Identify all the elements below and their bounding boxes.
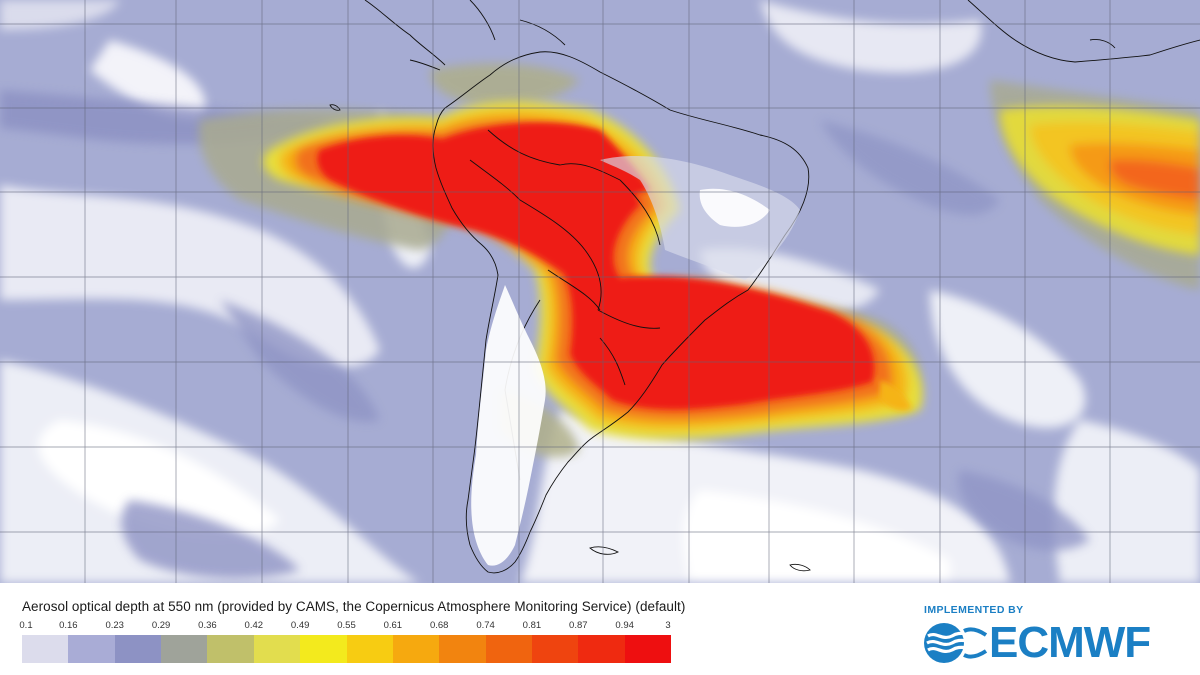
legend-swatch — [68, 635, 115, 663]
legend-swatch — [624, 635, 672, 663]
legend-tick: 0.61 — [383, 620, 403, 631]
smoke-plume — [263, 101, 1200, 440]
legend-tick: 0.23 — [105, 620, 124, 631]
background-aerosol-field — [0, 0, 1200, 583]
legend-tick: 0.1 — [19, 620, 33, 631]
legend-swatch — [578, 635, 625, 663]
legend-swatch — [22, 635, 69, 663]
legend-swatch — [531, 635, 579, 663]
land-interior-south — [471, 155, 800, 566]
legend-tick-labels: 0.1 0.16 0.23 0.29 0.36 0.42 0.49 0.55 0.61 0.68 0… — [0, 620, 1200, 634]
legend-tick: 0.36 — [198, 620, 217, 631]
legend-swatch — [485, 635, 532, 663]
africa-coast — [967, 0, 1200, 63]
legend-swatch — [439, 635, 486, 663]
legend-panel: Aerosol optical depth at 550 nm (provide… — [0, 583, 1200, 675]
graticule — [0, 0, 1200, 583]
legend-swatch — [161, 635, 208, 663]
legend-swatch — [392, 635, 440, 663]
legend-tick: 0.49 — [290, 620, 310, 631]
legend-tick: 0.81 — [522, 620, 542, 631]
aerosol-map — [0, 0, 1200, 583]
legend-swatch — [207, 635, 254, 663]
legend-tick: 0.29 — [151, 620, 171, 631]
ecmwf-logo-text: ECMWF — [989, 618, 1151, 667]
legend-swatch — [346, 635, 393, 663]
legend-color-scale — [22, 635, 672, 663]
implemented-by-label: IMPLEMENTED BY — [924, 604, 1024, 616]
ecmwf-wave-icon — [924, 623, 988, 663]
legend-swatch — [300, 635, 347, 663]
legend-tick: 0.68 — [429, 620, 449, 631]
legend-tick: 0.94 — [615, 620, 634, 631]
legend-swatch — [114, 635, 162, 663]
legend-tick: 0.74 — [476, 620, 495, 631]
legend-tick: 0.16 — [59, 620, 78, 631]
legend-title: Aerosol optical depth at 550 nm (provide… — [22, 599, 686, 614]
legend-tick: 3 — [665, 620, 671, 631]
legend-tick: 0.55 — [337, 620, 356, 631]
south-america-coast — [432, 51, 810, 574]
ecmwf-logo: ECMWF — [922, 618, 1151, 667]
map-canvas — [0, 0, 1200, 583]
legend-tick: 0.87 — [569, 620, 588, 631]
legend-tick: 0.42 — [244, 620, 264, 631]
legend-swatch — [253, 635, 301, 663]
